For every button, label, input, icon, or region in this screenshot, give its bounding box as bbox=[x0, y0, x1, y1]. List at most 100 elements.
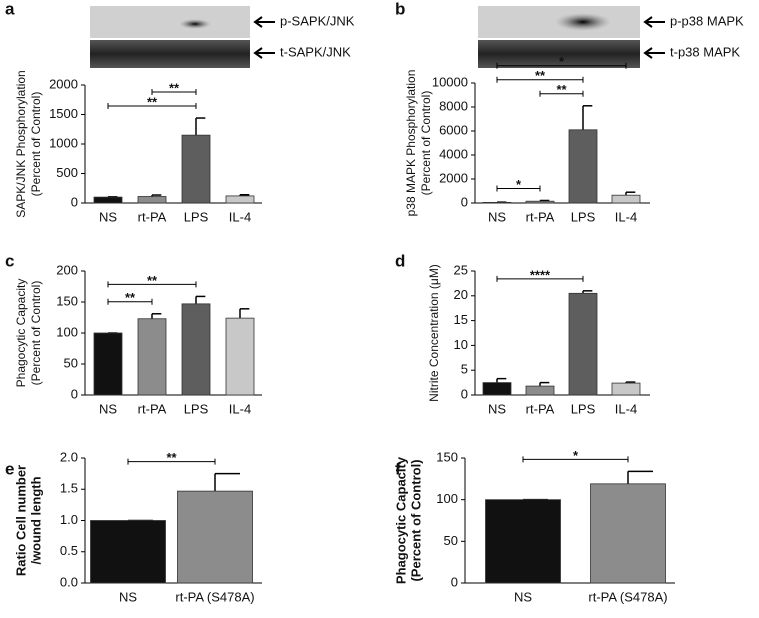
y-axis-label: (Percent of Control) bbox=[29, 92, 43, 197]
bar bbox=[525, 385, 555, 396]
y-tick-label: 0 bbox=[451, 574, 458, 589]
x-tick-label: IL-4 bbox=[229, 401, 251, 416]
panel-letter: e bbox=[5, 459, 14, 478]
bar bbox=[90, 520, 166, 584]
y-tick-label: 4000 bbox=[439, 146, 468, 161]
x-tick-label: NS bbox=[119, 589, 137, 604]
y-tick-label: 10 bbox=[454, 337, 468, 352]
bar bbox=[482, 382, 512, 396]
blot-label: p-SAPK/JNK bbox=[280, 13, 355, 28]
y-tick-label: 150 bbox=[56, 293, 78, 308]
blot bbox=[478, 40, 640, 68]
y-axis-label: (Percent of Control) bbox=[29, 281, 43, 386]
bar bbox=[93, 332, 123, 396]
bar bbox=[611, 382, 641, 396]
x-tick-label: IL-4 bbox=[229, 209, 251, 224]
blots-b bbox=[478, 6, 665, 68]
y-axis-label: Nitrite Concentration (μM) bbox=[427, 264, 441, 402]
y-tick-label: 0 bbox=[461, 194, 468, 209]
significance-label: ** bbox=[125, 290, 136, 305]
bar bbox=[525, 200, 555, 204]
y-tick-label: 1.5 bbox=[60, 481, 78, 496]
panel-letter: b bbox=[395, 0, 405, 18]
y-tick-label: 1.0 bbox=[60, 512, 78, 527]
y-tick-label: 2.0 bbox=[60, 449, 78, 464]
x-tick-label: rt-PA bbox=[138, 209, 167, 224]
x-tick-label: LPS bbox=[184, 209, 209, 224]
y-tick-label: 20 bbox=[454, 287, 468, 302]
y-tick-label: 50 bbox=[444, 533, 458, 548]
y-tick-label: 15 bbox=[454, 312, 468, 327]
bar bbox=[181, 303, 211, 396]
y-tick-label: 50 bbox=[64, 355, 78, 370]
y-axis-label: (Percent of Control) bbox=[419, 91, 433, 196]
y-axis-label: p38 MAPK Phosphorylation bbox=[404, 70, 418, 217]
significance-label: ** bbox=[169, 80, 180, 95]
y-tick-label: 150 bbox=[436, 449, 458, 464]
significance-label: ** bbox=[535, 68, 546, 83]
x-tick-label: rt-PA (S478A) bbox=[175, 589, 254, 604]
blot-band bbox=[179, 19, 211, 29]
y-axis-label: (Percent of Control) bbox=[408, 459, 423, 581]
significance-label: * bbox=[516, 177, 522, 192]
bar bbox=[225, 317, 255, 396]
x-tick-label: rt-PA bbox=[526, 209, 555, 224]
y-tick-label: 0 bbox=[461, 386, 468, 401]
y-tick-label: 1500 bbox=[49, 106, 78, 121]
y-tick-label: 0.5 bbox=[60, 543, 78, 558]
y-axis-label: Phagocytic Capacity bbox=[14, 279, 28, 388]
panel-letter: f bbox=[395, 459, 401, 478]
significance-label: ** bbox=[556, 82, 567, 97]
bar bbox=[225, 195, 255, 204]
blots-a bbox=[90, 6, 275, 68]
arrows bbox=[253, 16, 275, 59]
bar bbox=[137, 318, 167, 396]
x-tick-label: NS bbox=[99, 209, 117, 224]
significance-label: **** bbox=[530, 267, 551, 282]
x-tick-label: rt-PA bbox=[138, 401, 167, 416]
y-tick-label: 0.0 bbox=[60, 574, 78, 589]
blot bbox=[90, 6, 250, 38]
y-axis-label: Phagocytic Capacity bbox=[393, 456, 408, 584]
blot-label: p-p38 MAPK bbox=[670, 13, 744, 28]
panel-letter: d bbox=[395, 251, 405, 270]
x-tick-label: LPS bbox=[184, 401, 209, 416]
blot-label: t-p38 MAPK bbox=[670, 44, 740, 59]
blot-label: t-SAPK/JNK bbox=[280, 44, 351, 59]
y-axis-label: SAPK/JNK Phosphorylation bbox=[14, 70, 28, 217]
bar bbox=[137, 196, 167, 204]
y-tick-label: 25 bbox=[454, 262, 468, 277]
bar bbox=[611, 194, 641, 204]
bar bbox=[590, 483, 666, 584]
x-tick-label: NS bbox=[99, 401, 117, 416]
significance-label: * bbox=[573, 448, 579, 463]
bar bbox=[181, 134, 211, 204]
y-tick-label: 8000 bbox=[439, 98, 468, 113]
y-tick-label: 100 bbox=[56, 324, 78, 339]
bar bbox=[568, 129, 598, 204]
x-tick-label: IL-4 bbox=[615, 401, 637, 416]
y-tick-label: 0 bbox=[71, 194, 78, 209]
significance-label: ** bbox=[166, 450, 177, 465]
panel-letter: c bbox=[5, 251, 14, 270]
y-tick-label: 0 bbox=[71, 386, 78, 401]
bar bbox=[568, 292, 598, 396]
y-tick-label: 500 bbox=[56, 165, 78, 180]
y-tick-label: 2000 bbox=[439, 170, 468, 185]
x-tick-label: rt-PA (S478A) bbox=[588, 589, 667, 604]
y-tick-label: 200 bbox=[56, 262, 78, 277]
y-axis-label: Ratio Cell number bbox=[13, 465, 28, 576]
bar bbox=[177, 490, 253, 584]
significance-label: ** bbox=[147, 94, 158, 109]
x-tick-label: NS bbox=[488, 209, 506, 224]
arrows bbox=[643, 16, 665, 59]
y-axis-label: /wound length bbox=[28, 476, 43, 564]
panel-letter: a bbox=[5, 0, 15, 18]
significance-label: ** bbox=[147, 273, 158, 288]
x-tick-label: NS bbox=[514, 589, 532, 604]
x-tick-label: rt-PA bbox=[526, 401, 555, 416]
x-tick-label: IL-4 bbox=[615, 209, 637, 224]
x-tick-label: LPS bbox=[571, 401, 596, 416]
bar bbox=[482, 201, 512, 204]
